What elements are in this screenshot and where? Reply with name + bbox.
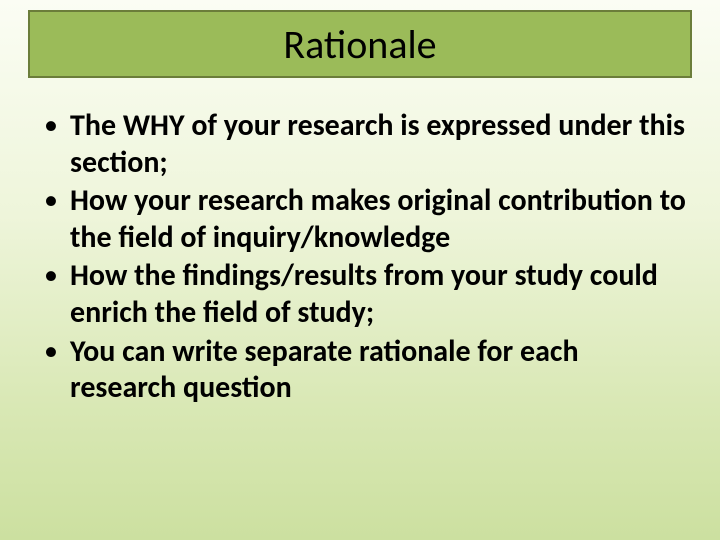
content-area: The WHY of your research is expressed un… [42,108,686,409]
slide-title: Rationale [283,20,436,69]
bullet-item: How your research makes original contrib… [42,183,686,256]
bullet-list: The WHY of your research is expressed un… [42,108,686,407]
bullet-item: How the findings/results from your study… [42,258,686,331]
title-container: Rationale [28,10,692,78]
bullet-item: The WHY of your research is expressed un… [42,108,686,181]
bullet-item: You can write separate rationale for eac… [42,334,686,407]
